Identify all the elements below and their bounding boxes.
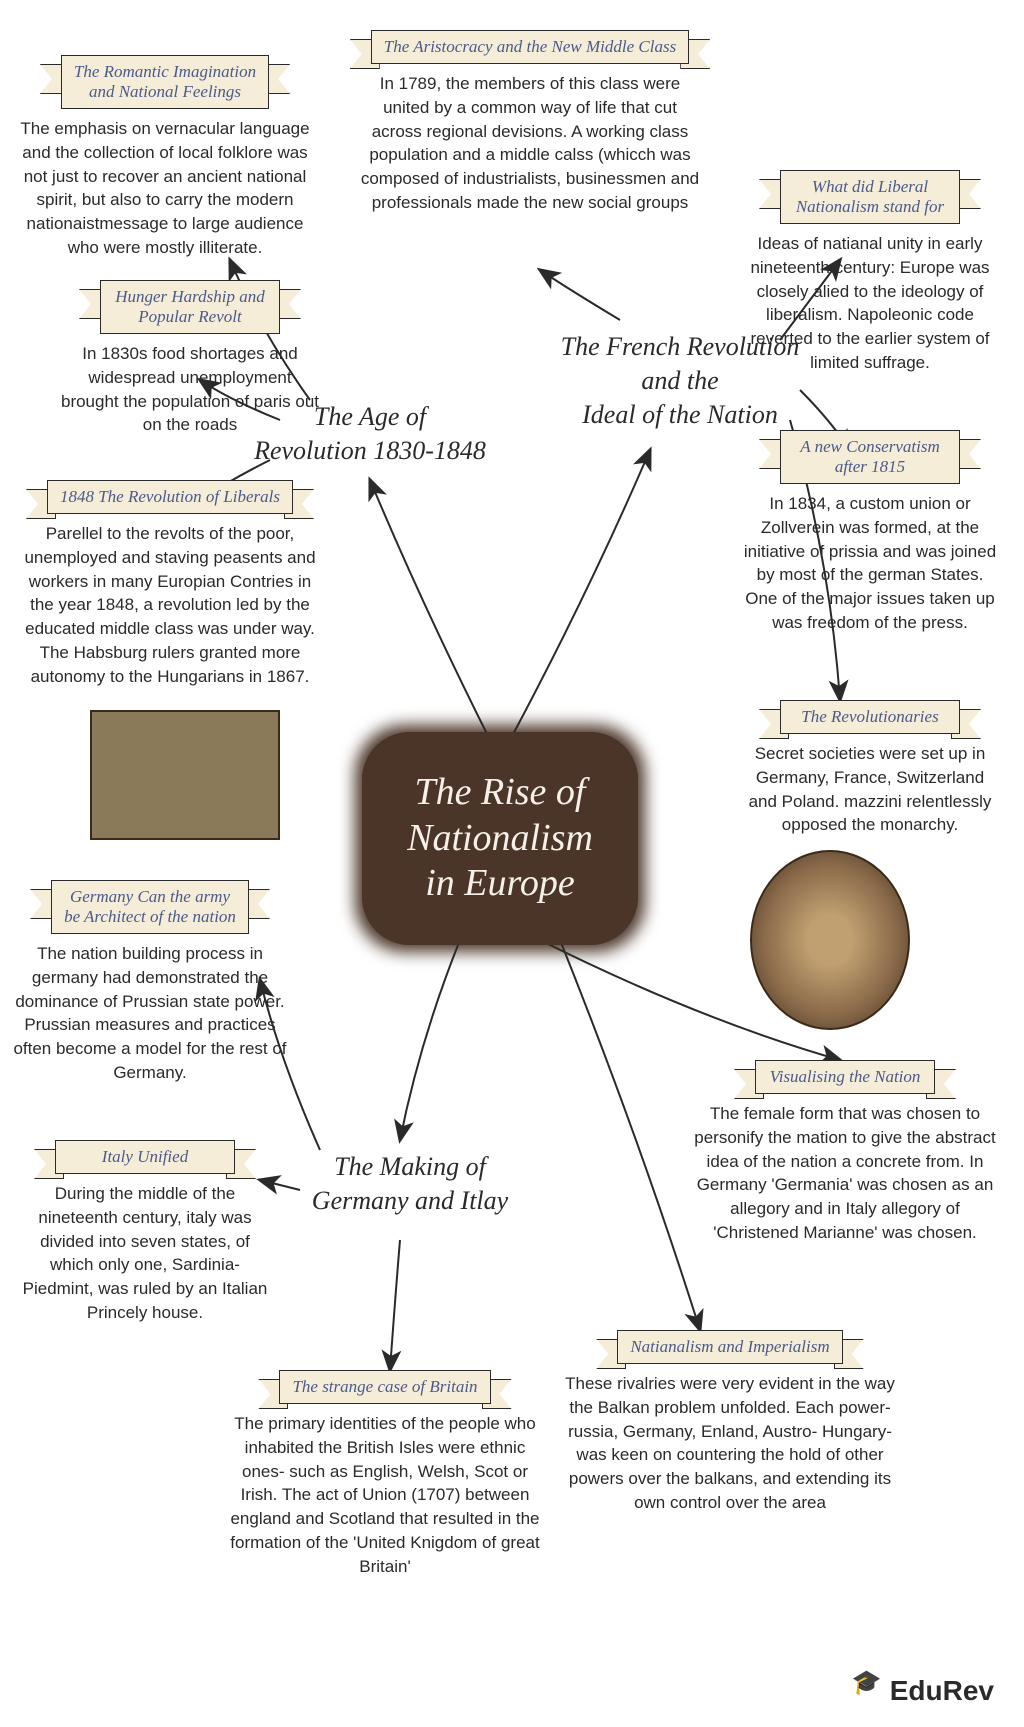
- banner-title: The Revolutionaries: [780, 700, 960, 734]
- connector-arrow: [560, 940, 700, 1330]
- banner-title: Germany Can the armybe Architect of the …: [51, 880, 249, 934]
- banner-title: What did LiberalNationalism stand for: [780, 170, 960, 224]
- center-title: The Rise ofNationalismin Europe: [370, 740, 630, 937]
- banner-revolutionaries: The Revolutionaries Secret societies were…: [740, 700, 1000, 837]
- connector-arrow: [370, 480, 490, 740]
- hub-making: The Making ofGermany and Itlay: [280, 1150, 540, 1218]
- banner-body: The primary identities of the people who…: [230, 1412, 540, 1579]
- banner-visualising: Visualising the Nation The female form th…: [690, 1060, 1000, 1245]
- banner-title: A new Conservatismafter 1815: [780, 430, 960, 484]
- banner-romantic: The Romantic Imaginationand National Fee…: [20, 55, 310, 260]
- banner-title: Hunger Hardship andPopular Revolt: [100, 280, 280, 334]
- banner-liberals-1848: 1848 The Revolution of Liberals Parellel …: [20, 480, 320, 689]
- banner-britain: The strange case of Britain The primary i…: [230, 1370, 540, 1579]
- banner-aristocracy: The Aristocracy and the New Middle Class…: [360, 30, 700, 215]
- banner-body: Parellel to the revolts of the poor, une…: [20, 522, 320, 689]
- banner-body: The emphasis on vernacular language and …: [20, 117, 310, 260]
- banner-liberal: What did LiberalNationalism stand for Ide…: [740, 170, 1000, 375]
- banner-title: The strange case of Britain: [279, 1370, 490, 1404]
- banner-body: In 1830s food shortages and widespread u…: [60, 342, 320, 437]
- banner-title: Visualising the Nation: [755, 1060, 935, 1094]
- banner-title: 1848 The Revolution of Liberals: [47, 480, 293, 514]
- banner-germany-army: Germany Can the armybe Architect of the …: [10, 880, 290, 1085]
- banner-title: Italy Unified: [55, 1140, 235, 1174]
- banner-body: Ideas of natianal unity in early ninetee…: [740, 232, 1000, 375]
- connector-arrow: [540, 270, 620, 320]
- banner-body: In 1834, a custom union or Zollverein wa…: [740, 492, 1000, 635]
- banner-conservatism: A new Conservatismafter 1815 In 1834, a c…: [740, 430, 1000, 635]
- banner-title: Natianalism and Imperialism: [617, 1330, 842, 1364]
- banner-title: The Aristocracy and the New Middle Class: [371, 30, 689, 64]
- image-revolution-painting: [90, 710, 280, 840]
- banner-body: Secret societies were set up in Germany,…: [740, 742, 1000, 837]
- banner-nationalism-imp: Natianalism and Imperialism These rivalri…: [560, 1330, 900, 1515]
- banner-body: These rivalries were very evident in the…: [560, 1372, 900, 1515]
- graduation-cap-icon: [852, 1676, 882, 1706]
- banner-body: The female form that was chosen to perso…: [690, 1102, 1000, 1245]
- edurev-logo: EduRev: [852, 1675, 994, 1707]
- logo-text: EduRev: [890, 1675, 994, 1707]
- connector-arrow: [400, 940, 460, 1140]
- image-napoleon-painting: [750, 850, 910, 1030]
- connector-arrow: [390, 1240, 400, 1370]
- banner-body: During the middle of the nineteenth cent…: [20, 1182, 270, 1325]
- banner-body: The nation building process in germany h…: [10, 942, 290, 1085]
- banner-italy: Italy Unified During the middle of the ni…: [20, 1140, 270, 1325]
- banner-hunger: Hunger Hardship andPopular Revolt In 1830…: [60, 280, 320, 437]
- connector-arrow: [510, 450, 650, 740]
- banner-title: The Romantic Imaginationand National Fee…: [61, 55, 269, 109]
- banner-body: In 1789, the members of this class were …: [360, 72, 700, 215]
